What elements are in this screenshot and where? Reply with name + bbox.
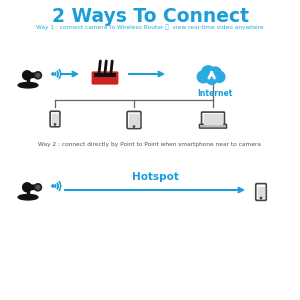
Text: 2 Ways To Connect: 2 Ways To Connect: [52, 7, 248, 26]
Text: Way 2 : connect directly by Point to Point when smartphone near to camera: Way 2 : connect directly by Point to Poi…: [38, 142, 262, 147]
Ellipse shape: [18, 82, 38, 88]
Circle shape: [36, 74, 40, 77]
FancyBboxPatch shape: [92, 71, 118, 85]
Circle shape: [260, 197, 262, 199]
FancyBboxPatch shape: [127, 111, 141, 129]
Bar: [204, 114, 222, 124]
Circle shape: [34, 72, 41, 79]
Bar: [130, 114, 139, 126]
Ellipse shape: [22, 83, 31, 87]
Bar: [258, 187, 264, 197]
Circle shape: [133, 126, 135, 127]
Bar: [27, 76, 29, 85]
FancyBboxPatch shape: [94, 73, 116, 77]
Ellipse shape: [22, 195, 31, 200]
Circle shape: [207, 74, 217, 85]
Text: Way 1 : connect camera to Wireless Router ：  view real-time video anywhere: Way 1 : connect camera to Wireless Route…: [36, 24, 264, 30]
Bar: [27, 188, 29, 197]
Circle shape: [22, 183, 32, 192]
Text: Hotspot: Hotspot: [132, 172, 178, 182]
Circle shape: [36, 185, 40, 189]
Ellipse shape: [18, 194, 38, 200]
Circle shape: [22, 71, 32, 80]
Circle shape: [214, 71, 225, 82]
Ellipse shape: [24, 73, 39, 77]
Circle shape: [52, 185, 54, 187]
Circle shape: [52, 73, 54, 75]
Circle shape: [209, 67, 221, 80]
Circle shape: [54, 124, 56, 125]
FancyBboxPatch shape: [50, 111, 60, 127]
Ellipse shape: [24, 185, 39, 190]
Circle shape: [202, 66, 215, 80]
Text: Internet: Internet: [197, 89, 233, 98]
FancyBboxPatch shape: [202, 112, 224, 126]
Circle shape: [197, 71, 209, 83]
FancyBboxPatch shape: [200, 124, 226, 128]
FancyBboxPatch shape: [256, 184, 266, 200]
Circle shape: [34, 184, 41, 191]
Bar: [52, 115, 58, 124]
